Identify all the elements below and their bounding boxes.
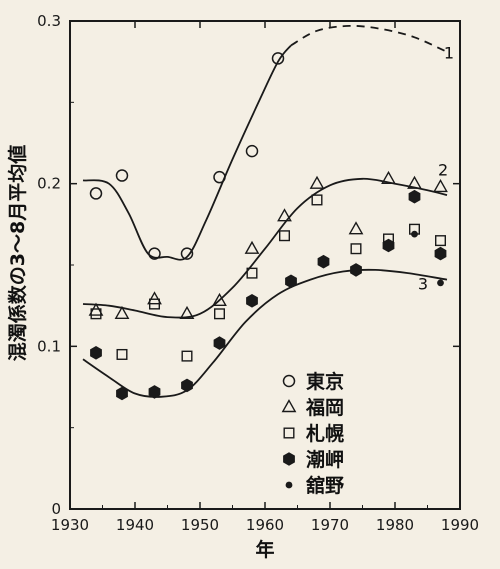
legend-marker-2: [281, 399, 297, 413]
point-series-3: [279, 230, 291, 242]
point-series-1: [213, 170, 226, 184]
x-tick-label: 1940: [116, 516, 154, 534]
point-series-3: [246, 267, 258, 279]
point-series-4: [213, 336, 226, 350]
legend-label-5: 舘野: [305, 474, 344, 497]
point-series-1: [89, 187, 103, 200]
legend-marker-5: [285, 481, 293, 489]
point-series-4: [408, 189, 421, 204]
chart-axes: 1930 1940 1950 1960 1970 1980 1990 0 0.1 0.2 0.3 年 混…: [6, 12, 479, 561]
legend-marker-4: [283, 452, 295, 466]
y-tick-label: 0.3: [37, 12, 61, 30]
point-series-3: [213, 308, 225, 320]
point-series-4: [350, 263, 362, 277]
y-tick-label: 0.2: [37, 175, 61, 193]
legend-label-4: 潮岬: [306, 449, 344, 471]
legend-label-3: 札幌: [305, 422, 344, 445]
point-series-1: [115, 169, 129, 182]
point-series-5: [411, 230, 418, 238]
point-series-3: [435, 235, 447, 247]
point-series-3: [350, 243, 362, 255]
y-axis-title: 混濁係数の3〜8月平均値: [6, 145, 29, 361]
x-tick-label: 1930: [51, 516, 89, 534]
point-series-1: [180, 247, 194, 260]
point-series-4: [317, 254, 330, 269]
data-points: [88, 52, 448, 401]
point-series-4: [148, 385, 161, 399]
x-tick-label: 1990: [441, 516, 479, 534]
legend-marker-3: [283, 427, 295, 439]
legend-marker-1: [282, 374, 296, 388]
point-series-1: [245, 144, 259, 158]
x-tick-label: 1970: [311, 516, 349, 534]
point-series-2: [114, 305, 130, 319]
legend-label-1: 東京: [306, 370, 344, 393]
curve-1: [82, 44, 292, 261]
x-tick-label: 1950: [181, 516, 219, 534]
point-series-3: [116, 348, 128, 360]
point-series-2: [147, 291, 162, 305]
y-tick-label: 0: [51, 500, 61, 518]
x-tick-label: 1960: [246, 516, 284, 534]
point-series-4: [246, 294, 258, 308]
point-series-4: [90, 346, 102, 360]
point-series-2: [433, 178, 448, 193]
point-series-3: [148, 298, 160, 310]
point-series-2: [179, 305, 195, 319]
point-series-2: [244, 240, 260, 254]
point-series-2: [212, 292, 227, 306]
point-series-2: [309, 175, 325, 189]
point-series-3: [90, 308, 102, 320]
point-series-1: [148, 247, 161, 260]
curve-1-dashed: [290, 24, 448, 53]
legend-label-2: 福岡: [305, 396, 344, 419]
fit-curves: 1 2 3: [82, 24, 454, 398]
point-series-2: [277, 208, 292, 222]
point-series-1: [271, 52, 285, 65]
point-series-4: [434, 246, 447, 261]
point-series-2: [407, 175, 422, 189]
x-tick-label: 1980: [376, 516, 414, 534]
point-series-2: [348, 221, 364, 235]
point-series-3: [181, 350, 193, 362]
point-series-4: [382, 238, 395, 253]
point-series-5: [437, 279, 444, 287]
point-series-4: [181, 378, 193, 393]
curve-label-1: 1: [444, 43, 454, 62]
curve-3: [82, 268, 448, 398]
point-series-2: [381, 170, 396, 184]
plot-frame: [69, 20, 461, 510]
curve-label-2: 2: [438, 161, 448, 180]
point-series-4: [285, 274, 297, 289]
x-axis-title: 年: [255, 538, 274, 561]
y-tick-label: 0.1: [37, 337, 61, 355]
curve-label-3: 3: [418, 274, 428, 293]
point-series-3: [311, 194, 323, 206]
point-series-4: [116, 386, 128, 401]
